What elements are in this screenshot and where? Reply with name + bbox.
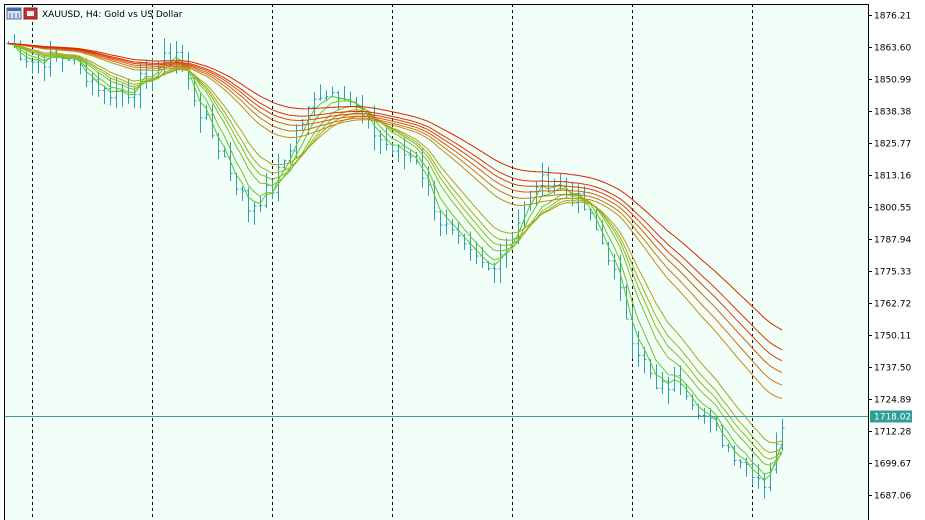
moving-average-line xyxy=(7,43,783,399)
price-axis-tick: 1863.60 xyxy=(868,44,911,54)
plot-frame xyxy=(4,4,869,520)
price-bar xyxy=(642,346,647,374)
price-bar xyxy=(246,187,251,223)
current-price-tag-box xyxy=(870,410,912,423)
price-bar xyxy=(132,87,137,109)
chart-title: XAUUSD, H4: Gold vs US Dollar xyxy=(42,10,183,20)
price-bar xyxy=(498,243,503,283)
price-bar xyxy=(636,330,641,367)
price-bar xyxy=(588,208,593,221)
price-axis-tick: 1813.16 xyxy=(868,172,911,182)
moving-average-line xyxy=(7,43,783,460)
price-axis-label: 1876.21 xyxy=(874,12,911,22)
price-bar xyxy=(492,262,497,283)
price-axis-label: 1687.06 xyxy=(874,492,911,502)
price-axis-label: 1850.99 xyxy=(874,76,911,86)
price-axis-tick: 1724.89 xyxy=(868,396,911,406)
moving-average-ribbon xyxy=(7,43,783,482)
price-axis-tick: 1699.67 xyxy=(868,460,911,470)
price-bar xyxy=(732,445,737,466)
price-axis-label: 1750.11 xyxy=(874,332,911,342)
price-axis-label: 1825.77 xyxy=(874,140,911,150)
price-axis-label: 1737.50 xyxy=(874,364,911,374)
moving-average-line xyxy=(7,43,783,475)
price-axis-tick: 1800.55 xyxy=(868,204,911,214)
price-bar xyxy=(666,376,671,405)
current-price-label: 1718.02 xyxy=(874,413,911,423)
price-bar xyxy=(774,432,779,474)
price-bar xyxy=(30,60,35,74)
price-bar xyxy=(738,459,743,469)
price-bar xyxy=(438,209,443,236)
moving-average-line xyxy=(7,43,783,444)
price-bar xyxy=(408,150,413,163)
price-bar xyxy=(708,407,713,433)
price-bar xyxy=(444,209,449,235)
moving-average-line xyxy=(7,43,783,374)
price-bar xyxy=(726,443,731,453)
price-bar xyxy=(318,84,323,101)
price-bar xyxy=(312,92,317,116)
moving-average-line xyxy=(7,43,783,351)
price-axis-tick: 1687.06 xyxy=(868,492,911,502)
price-bar xyxy=(258,196,263,213)
price-axis-label: 1787.94 xyxy=(874,236,911,246)
price-bar xyxy=(24,51,29,68)
price-axis-label: 1762.72 xyxy=(874,300,911,310)
price-bar xyxy=(660,371,665,394)
price-axis-label: 1813.16 xyxy=(874,172,911,182)
price-axis-label: 1712.28 xyxy=(874,428,911,438)
price-bar xyxy=(702,407,707,424)
price-bar xyxy=(114,76,119,109)
price-axis-tick: 1712.28 xyxy=(868,428,911,438)
price-axis-label: 1724.89 xyxy=(874,396,911,406)
price-bar xyxy=(264,172,269,209)
price-axis-label: 1838.38 xyxy=(874,108,911,118)
price-axis-label: 1800.55 xyxy=(874,204,911,214)
price-bar xyxy=(252,201,257,225)
price-axis-tick: 1750.11 xyxy=(868,332,911,342)
price-axis: 1876.21 1863.60 1850.99 1838.38 1825.77 1813.… xyxy=(868,12,911,502)
current-price-tag: 1718.02 xyxy=(870,410,912,423)
price-bar xyxy=(582,185,587,211)
moving-average-line xyxy=(7,43,783,362)
chart-header: XAUUSD, H4: Gold vs US Dollar xyxy=(6,7,183,20)
price-axis-tick: 1850.99 xyxy=(868,76,911,86)
price-axis-tick: 1787.94 xyxy=(868,236,911,246)
moving-average-line xyxy=(7,43,783,466)
price-bar xyxy=(240,186,245,201)
price-axis-tick: 1737.50 xyxy=(868,364,911,374)
price-axis-tick: 1825.77 xyxy=(868,140,911,150)
symbol-icon[interactable] xyxy=(23,7,38,20)
price-bar xyxy=(624,285,629,320)
price-axis-tick: 1775.33 xyxy=(868,268,911,278)
price-axis-tick: 1876.21 xyxy=(868,12,911,22)
price-bar xyxy=(378,130,383,155)
price-axis-label: 1699.67 xyxy=(874,460,911,470)
moving-average-line xyxy=(7,43,783,454)
chart-window-icon[interactable] xyxy=(6,7,22,20)
price-bar xyxy=(204,104,209,121)
price-axis-tick: 1838.38 xyxy=(868,108,911,118)
moving-average-line xyxy=(7,43,783,386)
price-bar xyxy=(576,184,581,214)
price-axis-tick: 1762.72 xyxy=(868,300,911,310)
price-axis-label: 1863.60 xyxy=(874,44,911,54)
plot-background xyxy=(4,4,868,520)
price-axis-label: 1775.33 xyxy=(874,268,911,278)
moving-average-line xyxy=(7,43,783,331)
price-bar xyxy=(210,104,215,139)
price-bar xyxy=(96,71,101,97)
